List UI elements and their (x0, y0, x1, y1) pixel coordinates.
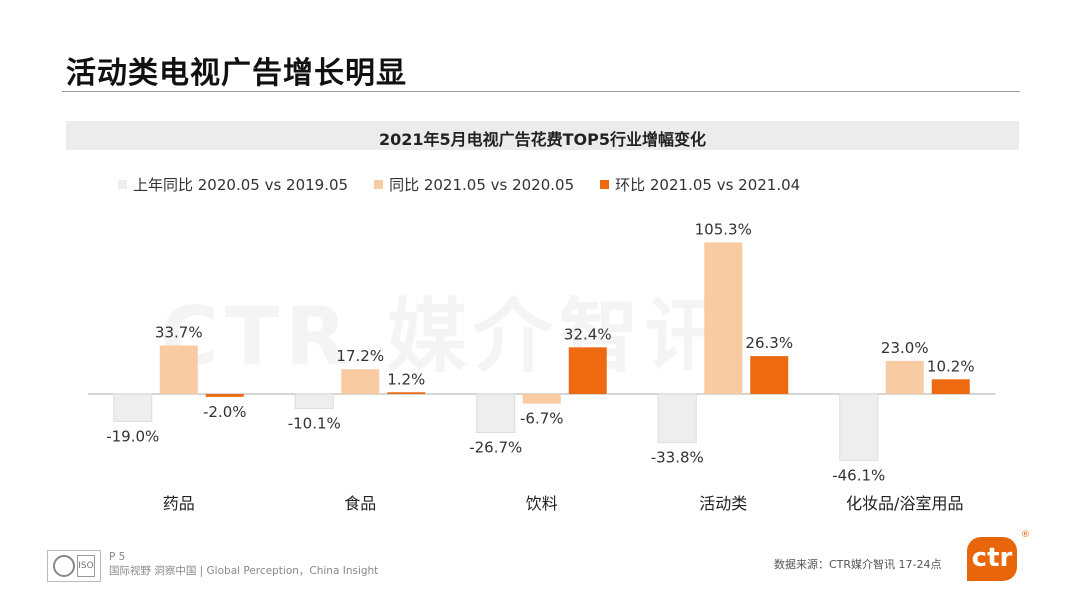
category-label: 活动类 (699, 494, 747, 513)
bar (568, 347, 607, 394)
bar (341, 369, 380, 394)
bar (522, 394, 561, 404)
category-label: 化妆品/浴室用品 (846, 494, 963, 513)
data-label: -2.0% (203, 403, 247, 421)
bar (704, 242, 743, 394)
data-label: 1.2% (387, 370, 425, 388)
data-label: 23.0% (881, 339, 929, 357)
legend-swatch (118, 180, 127, 189)
data-label: 26.3% (745, 334, 793, 352)
category-label: 食品 (344, 494, 376, 513)
bar (931, 379, 970, 394)
chart-legend: 上年同比 2020.05 vs 2019.05 同比 2021.05 vs 20… (118, 174, 800, 195)
legend-label: 同比 2021.05 vs 2020.05 (389, 176, 575, 194)
footer-tagline: 国际视野 洞察中国 | Global Perception，China Insi… (109, 565, 379, 577)
legend-item-yoy-prev: 上年同比 2020.05 vs 2019.05 (118, 174, 348, 195)
category-label: 药品 (163, 494, 195, 513)
data-label: 33.7% (155, 323, 203, 341)
data-label: -26.7% (469, 438, 522, 456)
seal-icon (53, 555, 75, 577)
legend-swatch (374, 180, 384, 189)
data-label: -19.0% (106, 427, 159, 445)
data-label: -6.7% (520, 410, 564, 428)
data-label: 105.3% (695, 220, 752, 238)
chart-title-banner: 2021年5月电视广告花费TOP5行业增幅变化 (66, 121, 1019, 150)
category-label: 饮料 (526, 494, 558, 513)
bar (839, 393, 879, 461)
title-divider (62, 91, 1020, 92)
bar (294, 393, 334, 410)
data-label: -33.8% (651, 449, 704, 467)
chart-title: 2021年5月电视广告花费TOP5行业增幅变化 (378, 130, 707, 149)
watermark: CTR 媒介智讯 (160, 290, 731, 383)
registered-mark: ® (1021, 530, 1030, 540)
bar (657, 393, 697, 444)
data-label: -46.1% (832, 466, 885, 484)
bar (885, 360, 924, 394)
badge-icon: ISO (77, 555, 95, 577)
page-title: 活动类电视广告增长明显 (66, 56, 407, 91)
legend-label: 环比 2021.05 vs 2021.04 (615, 176, 801, 194)
data-label: 10.2% (927, 357, 975, 375)
bar (113, 393, 153, 422)
data-label: -10.1% (288, 415, 341, 433)
legend-item-mom: 环比 2021.05 vs 2021.04 (600, 174, 800, 195)
legend-label: 上年同比 2020.05 vs 2019.05 (133, 176, 349, 194)
data-source: 数据来源：CTR媒介智讯 17-24点 (774, 558, 942, 571)
certification-logo: ISO (47, 550, 101, 582)
bar (387, 392, 426, 394)
footer-left: ISO P 5 国际视野 洞察中国 | Global Perception，Ch… (47, 550, 378, 582)
bar (159, 345, 198, 394)
legend-item-yoy: 同比 2021.05 vs 2020.05 (374, 174, 574, 195)
page-number: P 5 (109, 551, 126, 563)
bar (476, 393, 516, 433)
legend-swatch (600, 180, 610, 189)
bar (205, 394, 244, 397)
data-label: 32.4% (564, 325, 612, 343)
bar (750, 356, 789, 394)
ctr-logo: ctr (967, 537, 1017, 581)
data-label: 17.2% (336, 347, 384, 365)
